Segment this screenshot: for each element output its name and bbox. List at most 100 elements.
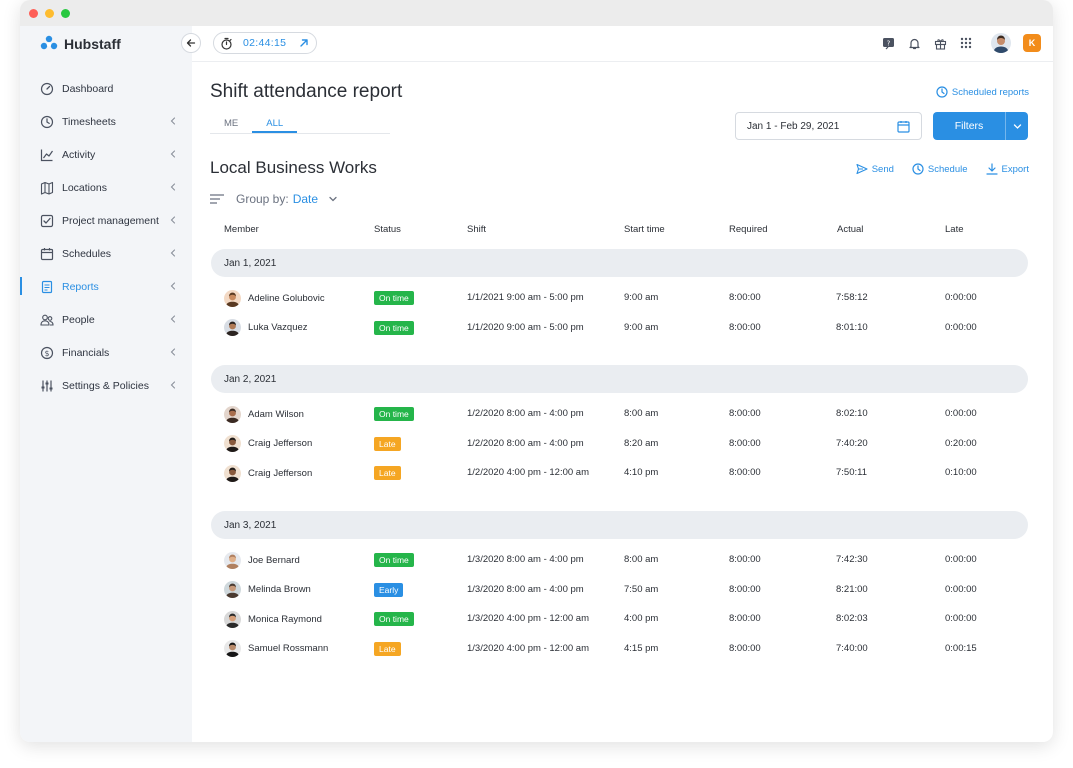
sidebar-item-locations[interactable]: Locations (20, 171, 192, 204)
sidebar-item-label: Project management (62, 214, 159, 227)
filters-dropdown-button[interactable] (1005, 112, 1028, 140)
collapse-sidebar-button[interactable] (181, 33, 201, 53)
stopwatch-icon (221, 37, 232, 50)
filters-button[interactable]: Filters (933, 112, 1028, 140)
start-time-cell: 8:00 am (624, 408, 659, 419)
column-header-shift[interactable]: Shift (467, 224, 487, 235)
sidebar-item-financials[interactable]: $ Financials (20, 336, 192, 369)
sidebar-item-project-management[interactable]: Project management (20, 204, 192, 237)
column-header-required[interactable]: Required (729, 224, 768, 235)
shift-cell: 1/1/2020 9:00 am - 5:00 pm (467, 321, 584, 333)
member-name[interactable]: Monica Raymond (248, 613, 322, 625)
sidebar-item-schedules[interactable]: Schedules (20, 237, 192, 270)
organization-badge[interactable]: K (1023, 34, 1041, 52)
gift-icon[interactable] (931, 34, 949, 52)
member-cell: Adeline Golubovic (224, 287, 325, 309)
tab-me[interactable]: ME (224, 118, 239, 129)
date-group-header: Jan 3, 2021 (211, 511, 1028, 539)
chevron-left-icon (168, 215, 178, 225)
sidebar-item-reports[interactable]: Reports (20, 270, 192, 303)
apps-grid-icon[interactable] (957, 34, 975, 52)
table-row[interactable]: Craig Jefferson Late 1/2/2020 4:00 pm - 12… (210, 462, 1028, 484)
table-row[interactable]: Samuel Rossmann Late 1/3/2020 4:00 pm - 12… (210, 638, 1028, 660)
filters-label: Filters (954, 120, 984, 132)
member-cell: Adam Wilson (224, 403, 304, 425)
late-cell: 0:00:00 (945, 292, 977, 303)
table-row[interactable]: Joe Bernard On time 1/3/2020 8:00 am - 4:0… (210, 549, 1028, 571)
status-badge: Early (374, 582, 404, 597)
table-row[interactable]: Melinda Brown Early 1/3/2020 8:00 am - 4:0… (210, 579, 1028, 601)
member-name[interactable]: Adam Wilson (248, 408, 304, 420)
date-group-label: Jan 2, 2021 (224, 373, 277, 385)
list-lines-icon (210, 194, 224, 204)
member-avatar (224, 551, 241, 569)
group-by-selector[interactable]: Group by: Date (210, 192, 338, 206)
date-range-picker[interactable]: Jan 1 - Feb 29, 2021 (735, 112, 922, 140)
member-avatar (224, 289, 241, 307)
status-badge: Late (374, 466, 401, 480)
column-header-late[interactable]: Late (945, 224, 964, 235)
scheduled-reports-label: Scheduled reports (951, 86, 1029, 98)
member-name[interactable]: Joe Bernard (248, 554, 300, 566)
chevron-down-icon (329, 196, 337, 202)
member-name[interactable]: Craig Jefferson (248, 438, 313, 449)
table-row[interactable]: Adam Wilson On time 1/2/2020 8:00 am - 4:0… (210, 403, 1028, 425)
column-header-actual[interactable]: Actual (837, 224, 864, 235)
sidebar-item-activity[interactable]: Activity (20, 138, 192, 171)
help-icon[interactable]: ? (879, 34, 897, 52)
late-cell: 0:00:15 (945, 642, 977, 654)
minimize-window-button[interactable] (45, 9, 54, 18)
column-header-start-time[interactable]: Start time (624, 224, 665, 235)
required-cell: 8:00:00 (729, 321, 761, 333)
clock-icon (40, 115, 54, 129)
maximize-window-button[interactable] (61, 9, 70, 18)
send-button[interactable]: Send (856, 163, 894, 175)
shift-cell: 1/3/2020 8:00 am - 4:00 pm (467, 554, 584, 565)
member-cell: Craig Jefferson (224, 462, 312, 484)
sidebar-item-label: Activity (62, 148, 96, 161)
sidebar-item-people[interactable]: People (20, 303, 192, 336)
table-row[interactable]: Monica Raymond On time 1/3/2020 4:00 pm - … (210, 608, 1028, 630)
member-name[interactable]: Samuel Rossmann (248, 643, 329, 654)
people-icon (40, 313, 54, 327)
member-name[interactable]: Craig Jefferson (248, 467, 313, 479)
hubstaff-logo[interactable]: Hubstaff (40, 34, 121, 54)
start-time-cell: 4:10 pm (624, 467, 659, 478)
member-avatar (224, 464, 241, 482)
send-label: Send (871, 163, 894, 175)
actual-cell: 7:58:12 (836, 292, 868, 303)
report-icon (40, 280, 54, 294)
sidebar-nav: Dashboard Timesheets Activity Locations Proj… (20, 72, 192, 402)
member-name[interactable]: Adeline Golubovic (248, 292, 325, 304)
table-row[interactable]: Craig Jefferson Late 1/2/2020 8:00 am - 4:… (210, 433, 1028, 455)
sidebar-item-dashboard[interactable]: Dashboard (20, 72, 192, 105)
status-badge: On time (374, 612, 414, 626)
svg-text:?: ? (886, 39, 890, 47)
table-row[interactable]: Luka Vazquez On time 1/1/2020 9:00 am - 5:… (210, 317, 1028, 339)
status-badge: On time (374, 291, 414, 305)
start-time-cell: 4:00 pm (624, 613, 659, 624)
close-window-button[interactable] (29, 9, 38, 18)
member-cell: Samuel Rossmann (224, 638, 328, 660)
timer-widget[interactable]: 02:44:15 (213, 32, 317, 54)
column-header-status[interactable]: Status (374, 224, 401, 235)
member-cell: Melinda Brown (224, 579, 311, 601)
tab-all[interactable]: ALL (252, 110, 298, 133)
user-avatar[interactable] (991, 33, 1011, 53)
table-row[interactable]: Adeline Golubovic On time 1/1/2021 9:00 am… (210, 287, 1028, 309)
calendar-icon (40, 247, 54, 261)
chevron-left-icon (168, 248, 178, 258)
top-icons: ? K (871, 33, 1041, 53)
schedule-button[interactable]: Schedule (912, 163, 968, 175)
scheduled-reports-link[interactable]: Scheduled reports (936, 86, 1029, 98)
column-header-member[interactable]: Member (224, 224, 259, 235)
group-by-value: Date (292, 192, 319, 206)
sidebar-item-settings-and-policies[interactable]: Settings & Policies (20, 369, 192, 402)
bell-icon[interactable] (905, 34, 923, 52)
sidebar-item-timesheets[interactable]: Timesheets (20, 105, 192, 138)
export-button[interactable]: Export (985, 163, 1029, 175)
member-name[interactable]: Luka Vazquez (248, 322, 308, 333)
timer-value: 02:44:15 (243, 37, 287, 49)
open-timer-icon[interactable] (298, 37, 310, 49)
member-name[interactable]: Melinda Brown (248, 584, 311, 595)
